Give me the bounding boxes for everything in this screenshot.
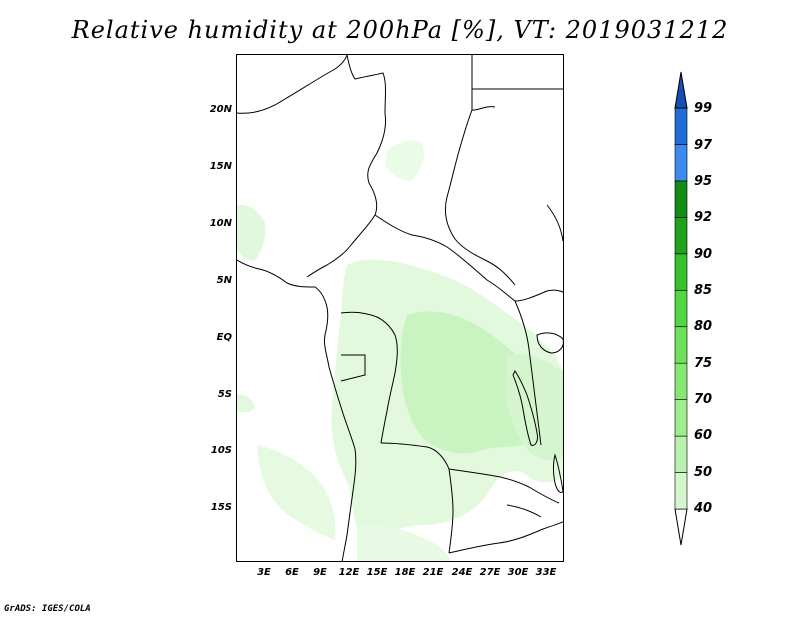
border-2 [346, 55, 386, 216]
colorbar-segments [674, 71, 688, 546]
y-label-10n: 10N [209, 218, 232, 229]
colorbar-label-75: 75 [694, 356, 713, 371]
border-3 [471, 55, 496, 111]
x-label-6e: 6E [285, 567, 299, 578]
colorbar-band-97 [674, 107, 688, 145]
colorbar-label-40: 40 [694, 501, 713, 516]
y-label-10s: 10S [210, 445, 232, 456]
y-label-5n: 5N [216, 275, 232, 286]
humidity-region-east [505, 353, 563, 461]
humidity-region-south-strip [357, 524, 452, 561]
border-6 [374, 214, 563, 302]
humidity-region-spot [237, 394, 255, 413]
y-label-15n: 15N [209, 161, 232, 172]
colorbar-band-92 [674, 180, 688, 218]
colorbar-band-60 [674, 399, 688, 437]
colorbar-band-95 [674, 144, 688, 182]
humidity-region-north [385, 140, 424, 181]
border-9 [340, 311, 398, 444]
colorbar-label-85: 85 [694, 283, 713, 298]
colorbar-label-97: 97 [694, 138, 713, 153]
colorbar-label-92: 92 [694, 210, 713, 225]
west-africa-coastline [237, 259, 357, 561]
humidity-shading [237, 140, 563, 561]
x-label-21e: 21E [422, 567, 444, 578]
humidity-region-southwest [257, 445, 336, 540]
coastlines-borders [237, 55, 563, 561]
colorbar-label-95: 95 [694, 174, 713, 189]
grads-credit: GrADS: IGES/COLA [4, 604, 91, 614]
y-label-eq: EQ [216, 332, 232, 343]
colorbar-band-75 [674, 326, 688, 364]
map-title: Relative humidity at 200hPa [%], VT: 201… [71, 16, 729, 44]
x-label-30e: 30E [507, 567, 529, 578]
x-label-15e: 15E [366, 567, 388, 578]
colorbar-band-85 [674, 253, 688, 291]
x-label-33e: 33E [535, 567, 557, 578]
colorbar-band-50 [674, 435, 688, 473]
x-label-12e: 12E [338, 567, 360, 578]
colorbar-label-80: 80 [694, 319, 713, 334]
x-label-9e: 9E [313, 567, 327, 578]
border-15 [506, 504, 542, 518]
border-12 [448, 468, 560, 504]
humidity-region-dense [400, 311, 546, 454]
x-label-24e: 24E [451, 567, 473, 578]
colorbar-band-80 [674, 289, 688, 328]
border-1 [237, 55, 348, 114]
colorbar-label-70: 70 [694, 392, 713, 407]
colorbar-label-90: 90 [694, 247, 713, 262]
border-8 [546, 204, 563, 242]
colorbar-label-60: 60 [694, 428, 713, 443]
colorbar-triangle-high [674, 71, 688, 109]
x-label-27e: 27E [479, 567, 501, 578]
colorbar-band-90 [674, 217, 688, 255]
border-5 [306, 214, 376, 278]
lake-tanganyika [512, 370, 538, 446]
colorbar-band-70 [674, 362, 688, 400]
border-7 [444, 109, 516, 286]
colorbar-band-40 [674, 472, 688, 510]
border-14 [514, 300, 542, 446]
lake-victoria [536, 332, 563, 354]
colorbar-label-50: 50 [694, 465, 713, 480]
x-label-18e: 18E [394, 567, 416, 578]
x-label-3e: 3E [257, 567, 271, 578]
y-label-15s: 15S [210, 502, 232, 513]
map-panel [236, 54, 564, 562]
border-13 [340, 354, 366, 382]
border-11 [448, 521, 563, 554]
y-label-5s: 5S [217, 389, 232, 400]
humidity-region-westcoast [237, 204, 266, 261]
colorbar-label-99: 99 [694, 101, 713, 116]
map-canvas [237, 55, 563, 561]
colorbar-triangle-low [674, 508, 688, 546]
y-label-20n: 20N [209, 104, 232, 115]
lake-malawi [553, 453, 563, 494]
